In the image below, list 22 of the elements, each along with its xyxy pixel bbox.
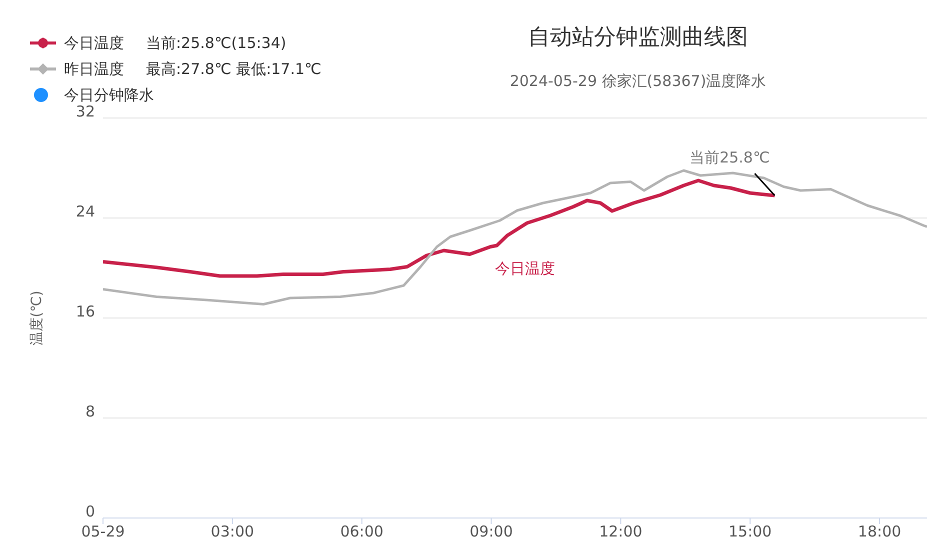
chart-title: 自动站分钟监测曲线图 bbox=[527, 24, 749, 52]
y-tick-label: 0 bbox=[85, 502, 95, 520]
annotation: 当前25.8℃ bbox=[690, 148, 770, 166]
legend-label: 今日温度 bbox=[64, 34, 124, 52]
x-tick-label: 05-29 bbox=[81, 522, 125, 541]
x-tick-label: 06:00 bbox=[340, 522, 384, 541]
text: 当前:25.8℃(15:34) bbox=[146, 34, 286, 52]
y-axis-title: 温度(℃) bbox=[28, 290, 45, 346]
text: 最高:27.8℃ 最低:17.1℃ bbox=[146, 60, 322, 78]
x-tick-label: 12:00 bbox=[599, 522, 642, 541]
y-tick-label: 32 bbox=[76, 102, 95, 120]
text: 今日温度 bbox=[494, 260, 555, 278]
chart-subtitle: 2024-05-29 徐家汇(58367)温度降水 bbox=[508, 72, 768, 91]
legend-label: 昨日温度 bbox=[64, 60, 124, 78]
x-tick-label: 18:00 bbox=[858, 522, 902, 541]
x-tick-label: 15:00 bbox=[728, 522, 772, 541]
x-tick-label: 09:00 bbox=[470, 522, 513, 541]
legend-label: 今日分钟降水 bbox=[64, 86, 154, 104]
y-tick-label: 24 bbox=[76, 202, 95, 220]
y-tick-label: 16 bbox=[76, 302, 95, 320]
y-tick-label: 8 bbox=[85, 402, 95, 420]
x-tick-label: 03:00 bbox=[210, 522, 254, 541]
